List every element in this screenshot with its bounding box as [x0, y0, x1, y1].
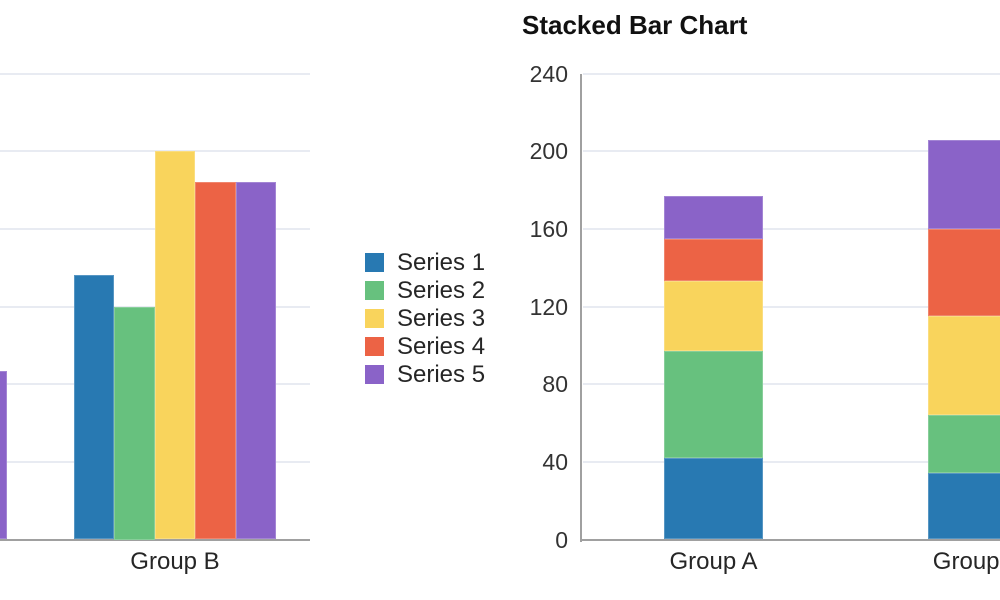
legend-swatch-series-5	[365, 365, 384, 384]
legend-item-series-4[interactable]: Series 4	[365, 332, 486, 360]
y-tick-label-80: 80	[542, 371, 568, 398]
gridline	[583, 72, 1000, 75]
bar-series-1-group-b[interactable]	[928, 473, 1000, 540]
gridline	[583, 305, 1000, 308]
chart-title: Stacked Bar Chart	[522, 10, 748, 40]
bar-series-2-group-a[interactable]	[664, 351, 763, 458]
legend-label: Series 3	[397, 304, 486, 332]
legend-label: Series 4	[397, 332, 486, 360]
gridline	[583, 227, 1000, 230]
bar-series-1-group-a[interactable]	[664, 457, 763, 540]
gridline	[583, 383, 1000, 386]
y-tick-label-240: 240	[529, 60, 568, 87]
bar-series-3-group-b[interactable]	[154, 151, 196, 540]
legend-swatch-series-3	[365, 309, 384, 328]
bar-series-2-group-b[interactable]	[928, 415, 1000, 474]
y-tick-label-160: 160	[529, 215, 568, 242]
legend-label: Series 5	[397, 360, 486, 388]
legend-item-series-2[interactable]: Series 2	[365, 276, 486, 304]
category-label-group-b: Group B	[130, 548, 220, 575]
category-label-group-a: Group A	[669, 548, 758, 575]
y-axis-line	[580, 73, 582, 542]
bar-series-5-group-a[interactable]	[0, 370, 7, 540]
y-tick-label-200: 200	[529, 138, 568, 165]
legend-label: Series 1	[397, 248, 486, 276]
bar-series-3-group-a[interactable]	[664, 281, 763, 352]
y-tick-label-40: 40	[542, 448, 568, 475]
legend: Series 1 Series 2 Series 3 Series 4 Series 5	[365, 248, 486, 393]
bar-series-4-group-b[interactable]	[928, 228, 1000, 317]
legend-item-series-3[interactable]: Series 3	[365, 304, 486, 332]
legend-item-series-1[interactable]: Series 1	[365, 248, 486, 276]
legend-swatch-series-4	[365, 337, 384, 356]
bar-series-1-group-b[interactable]	[73, 275, 115, 540]
legend-swatch-series-1	[365, 253, 384, 272]
bar-series-4-group-b[interactable]	[195, 182, 236, 540]
legend-item-series-5[interactable]: Series 5	[365, 360, 486, 388]
y-tick-label-120: 120	[529, 293, 568, 320]
y-tick-label-0: 0	[555, 526, 568, 553]
bar-series-5-group-b[interactable]	[235, 182, 277, 540]
category-label-group-b: Group B	[932, 548, 1000, 575]
bar-series-4-group-a[interactable]	[664, 238, 763, 282]
bar-series-5-group-a[interactable]	[664, 195, 763, 239]
legend-label: Series 2	[397, 276, 486, 304]
x-axis-line	[0, 538, 310, 541]
x-axis-line	[580, 538, 1000, 541]
legend-swatch-series-2	[365, 281, 384, 300]
gridline	[583, 460, 1000, 463]
bar-series-3-group-b[interactable]	[928, 316, 1000, 416]
bar-series-2-group-b[interactable]	[114, 306, 155, 540]
bar-series-5-group-b[interactable]	[928, 139, 1000, 229]
gridline	[0, 72, 310, 75]
gridline	[583, 150, 1000, 153]
